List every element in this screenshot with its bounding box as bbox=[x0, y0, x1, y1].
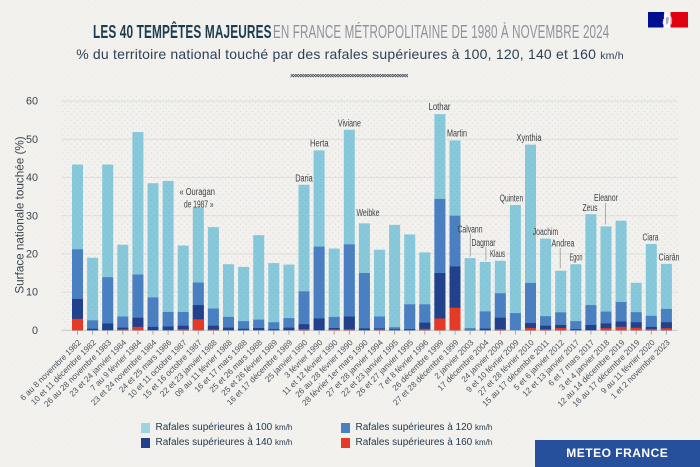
svg-text:Zeus: Zeus bbox=[583, 203, 598, 214]
svg-text:Dagmar: Dagmar bbox=[472, 238, 496, 249]
svg-text:0: 0 bbox=[32, 325, 38, 337]
svg-text:Herta: Herta bbox=[310, 139, 329, 150]
svg-text:« Ouragan: « Ouragan bbox=[179, 187, 215, 198]
svg-text:Eleanor: Eleanor bbox=[594, 193, 619, 204]
svg-text:Ciarán: Ciarán bbox=[659, 253, 680, 264]
svg-text:Quinten: Quinten bbox=[500, 194, 524, 205]
svg-text:20: 20 bbox=[26, 249, 38, 261]
svg-text:Viviane: Viviane bbox=[338, 119, 361, 130]
svg-text:Calvann: Calvann bbox=[458, 225, 483, 236]
svg-text:Joachim: Joachim bbox=[533, 227, 559, 238]
svg-text:Ciara: Ciara bbox=[643, 233, 659, 244]
svg-text:30: 30 bbox=[26, 210, 38, 222]
svg-text:Egon: Egon bbox=[570, 253, 583, 264]
svg-text:Daria: Daria bbox=[295, 174, 313, 185]
svg-text:Klaus: Klaus bbox=[490, 249, 505, 260]
svg-text:Andrea: Andrea bbox=[552, 239, 575, 250]
svg-text:Xynthia: Xynthia bbox=[517, 133, 542, 144]
svg-text:10: 10 bbox=[26, 287, 38, 299]
svg-text:60: 60 bbox=[26, 96, 38, 108]
svg-text:de 1987 »: de 1987 » bbox=[184, 199, 214, 210]
svg-text:Lothar: Lothar bbox=[429, 102, 452, 113]
svg-text:40: 40 bbox=[26, 172, 38, 184]
svg-text:50: 50 bbox=[26, 134, 38, 146]
svg-text:Weibke: Weibke bbox=[357, 208, 380, 219]
svg-text:Martin: Martin bbox=[447, 128, 467, 139]
svg-text:Surface nationale touchée (%): Surface nationale touchée (%) bbox=[14, 136, 27, 293]
